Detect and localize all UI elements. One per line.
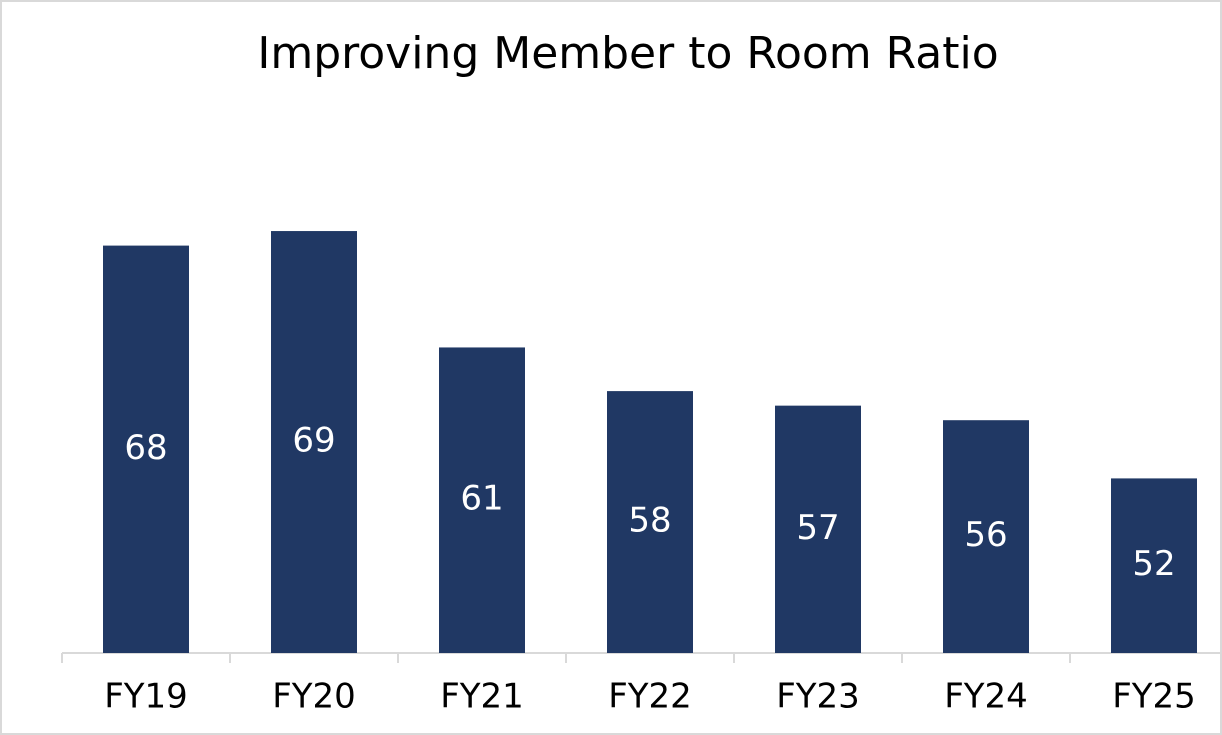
bar bbox=[607, 391, 693, 653]
x-tick-label: FY23 bbox=[776, 677, 860, 717]
x-tick-label: FY19 bbox=[104, 677, 188, 717]
data-label: 52 bbox=[1132, 544, 1175, 584]
x-tick-label: FY21 bbox=[440, 677, 524, 717]
bar bbox=[439, 347, 525, 653]
data-label: 69 bbox=[292, 421, 335, 461]
data-label: 68 bbox=[124, 428, 167, 468]
data-label: 61 bbox=[460, 479, 503, 519]
x-tick-label: FY24 bbox=[944, 677, 1028, 717]
data-label: 56 bbox=[964, 515, 1007, 555]
bar bbox=[775, 405, 861, 653]
bar bbox=[943, 420, 1029, 653]
chart-title: Improving Member to Room Ratio bbox=[257, 28, 998, 79]
bar bbox=[271, 231, 357, 654]
x-tick-label: FY25 bbox=[1112, 677, 1196, 717]
data-label: 57 bbox=[796, 508, 839, 548]
bar bbox=[1111, 478, 1197, 653]
bar bbox=[103, 245, 189, 653]
x-tick-label: FY22 bbox=[608, 677, 692, 717]
data-label: 58 bbox=[628, 501, 671, 541]
x-tick-label: FY20 bbox=[272, 677, 356, 717]
